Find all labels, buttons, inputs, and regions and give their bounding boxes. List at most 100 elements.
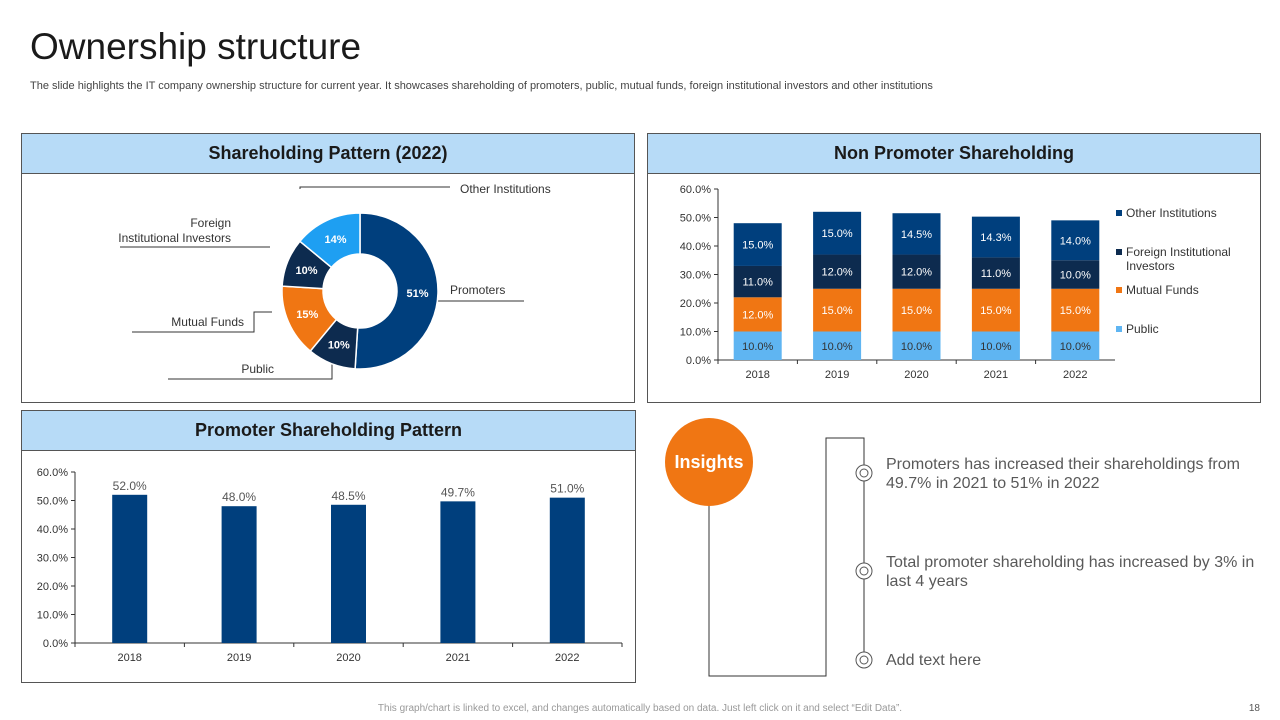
stack-bar-public-2019[interactable] bbox=[813, 331, 862, 361]
promoter-bar-2021[interactable] bbox=[440, 501, 476, 643]
footer-note: This graph/chart is linked to excel, and… bbox=[377, 703, 903, 714]
legend-label-other-institutions: Other Institutions bbox=[1126, 206, 1217, 220]
legend-swatch-foreign-institutional-investors bbox=[1116, 249, 1122, 255]
non-promoter-stacked-chart[interactable]: 0.0% 10.0% 20.0% 30.0% 40.0% 50.0% 60.0% 10.0% 1… bbox=[648, 174, 1260, 402]
stack-bar-foreign-institutional-investors-2018[interactable] bbox=[733, 265, 782, 298]
stack-bar-mutual-funds-2021[interactable] bbox=[971, 288, 1020, 332]
stack-label-other-institutions-2022: 14.0% bbox=[1060, 235, 1091, 247]
insight-bullet-3 bbox=[855, 651, 873, 669]
stack-bar-foreign-institutional-investors-2020[interactable] bbox=[892, 254, 941, 289]
promoter-value-2019: 48.0% bbox=[222, 490, 256, 504]
pie-value-other-institutions: 14% bbox=[325, 234, 347, 246]
stack-y-tick-label: 20.0% bbox=[680, 298, 711, 310]
leader-public bbox=[168, 359, 333, 380]
promoter-y-tick-label: 20.0% bbox=[37, 581, 68, 593]
page-number: 18 bbox=[1248, 703, 1260, 714]
legend-swatch-other-institutions bbox=[1116, 210, 1122, 216]
stack-label-other-institutions-2018: 15.0% bbox=[742, 240, 773, 252]
stack-bar-other-institutions-2021[interactable] bbox=[971, 216, 1020, 258]
non-promoter-title: Non Promoter Shareholding bbox=[648, 134, 1260, 174]
stack-bar-mutual-funds-2020[interactable] bbox=[892, 288, 941, 332]
promoter-bar-2022[interactable] bbox=[549, 497, 585, 643]
promoter-bar-chart[interactable]: 0.0% 10.0% 20.0% 30.0% 40.0% 50.0% 60.0% 52.0% 2… bbox=[22, 451, 635, 682]
stack-bar-public-2018[interactable] bbox=[733, 331, 782, 361]
stack-x-label: 2018 bbox=[745, 369, 769, 381]
stack-bar-other-institutions-2019[interactable] bbox=[813, 211, 862, 255]
page-subtitle: The slide highlights the IT company owne… bbox=[30, 80, 933, 92]
promoter-bar-2019[interactable] bbox=[221, 506, 257, 643]
promoter-value-2021: 49.7% bbox=[441, 485, 475, 499]
stack-label-public-2019: 10.0% bbox=[821, 341, 852, 353]
stack-y-tick-label: 10.0% bbox=[680, 327, 711, 339]
pie-label-public: Public bbox=[241, 362, 274, 376]
stack-bar-public-2021[interactable] bbox=[971, 331, 1020, 361]
insight-text-1: Promoters has increased their shareholdi… bbox=[886, 456, 1240, 492]
stack-y-tick-label: 60.0% bbox=[680, 184, 711, 196]
pie-slice-other-institutions[interactable] bbox=[298, 212, 361, 269]
leader-mutual-funds bbox=[132, 311, 272, 333]
stack-label-mutual-funds-2021: 15.0% bbox=[980, 305, 1011, 317]
stack-bar-other-institutions-2020[interactable] bbox=[892, 213, 941, 255]
page-title: Ownership structure bbox=[30, 26, 362, 67]
stack-bar-public-2022[interactable] bbox=[1051, 331, 1100, 361]
stack-label-other-institutions-2019: 15.0% bbox=[821, 228, 852, 240]
stack-bar-other-institutions-2022[interactable] bbox=[1051, 220, 1100, 261]
stack-bar-foreign-institutional-investors-2022[interactable] bbox=[1051, 260, 1100, 289]
pie-value-mutual-funds: 15% bbox=[296, 309, 318, 321]
stack-label-public-2022: 10.0% bbox=[1060, 341, 1091, 353]
stack-bar-foreign-institutional-investors-2019[interactable] bbox=[813, 254, 862, 289]
stack-label-mutual-funds-2018: 12.0% bbox=[742, 309, 773, 321]
legend-label-mutual-funds: Mutual Funds bbox=[1126, 283, 1199, 297]
stack-label-foreign-institutional-investors-2018: 11.0% bbox=[743, 277, 774, 289]
insights-badge-label: Insights bbox=[674, 451, 744, 472]
insight-text-2: Total promoter shareholding has increase… bbox=[886, 554, 1255, 590]
insights-badge: Insights bbox=[665, 418, 753, 506]
shareholding-pattern-panel: Shareholding Pattern (2022) 51% 10% 15% 10%… bbox=[21, 133, 635, 403]
stack-x-label: 2022 bbox=[1063, 369, 1087, 381]
stack-x-label: 2021 bbox=[984, 369, 1008, 381]
legend-label-public: Public bbox=[1126, 322, 1159, 336]
promoter-x-label: 2022 bbox=[555, 652, 579, 664]
pie-label-other-institutions: Other Institutions bbox=[460, 182, 551, 196]
promoter-x-label: 2020 bbox=[336, 652, 360, 664]
stack-y-tick-label: 0.0% bbox=[686, 355, 711, 367]
pie-value-foreign-institutional-investors: 10% bbox=[296, 265, 318, 277]
stack-label-foreign-institutional-investors-2020: 12.0% bbox=[901, 267, 932, 279]
promoter-value-2018: 52.0% bbox=[113, 479, 147, 493]
stack-label-mutual-funds-2020: 15.0% bbox=[901, 305, 932, 317]
promoter-y-tick-label: 50.0% bbox=[37, 496, 68, 508]
stack-bar-mutual-funds-2022[interactable] bbox=[1051, 288, 1100, 332]
promoter-x-label: 2019 bbox=[227, 652, 251, 664]
promoter-bar-2018[interactable] bbox=[112, 494, 148, 643]
insight-bullet-2 bbox=[855, 562, 873, 580]
stack-bar-foreign-institutional-investors-2021[interactable] bbox=[971, 257, 1020, 289]
legend-swatch-mutual-funds bbox=[1116, 287, 1122, 293]
stack-bar-mutual-funds-2018[interactable] bbox=[733, 297, 782, 332]
stack-label-foreign-institutional-investors-2022: 10.0% bbox=[1060, 270, 1091, 282]
legend-swatch-public bbox=[1116, 326, 1122, 332]
promoter-panel: Promoter Shareholding Pattern 0.0% 10.0% 2… bbox=[21, 410, 636, 683]
stack-label-other-institutions-2021: 14.3% bbox=[980, 232, 1011, 244]
stack-label-foreign-institutional-investors-2021: 11.0% bbox=[981, 268, 1012, 280]
stack-label-foreign-institutional-investors-2019: 12.0% bbox=[821, 267, 852, 279]
promoter-y-tick-label: 10.0% bbox=[37, 610, 68, 622]
pie-slice-promoters[interactable] bbox=[354, 212, 439, 370]
promoter-x-label: 2021 bbox=[446, 652, 470, 664]
promoter-y-tick-label: 30.0% bbox=[37, 553, 68, 565]
stack-bar-other-institutions-2018[interactable] bbox=[733, 223, 782, 266]
pie-value-promoters: 51% bbox=[406, 288, 428, 300]
stack-x-label: 2020 bbox=[904, 369, 928, 381]
promoter-bar-2020[interactable] bbox=[331, 504, 366, 643]
shareholding-donut-chart[interactable]: 51% 10% 15% 10% 14% Other Institutions Promo… bbox=[22, 174, 634, 402]
stack-bar-public-2020[interactable] bbox=[892, 331, 941, 361]
stack-label-mutual-funds-2022: 15.0% bbox=[1060, 305, 1091, 317]
leader-other-institutions bbox=[299, 186, 450, 189]
stack-bar-mutual-funds-2019[interactable] bbox=[813, 288, 862, 332]
pie-label-fii-line1: Foreign bbox=[190, 216, 231, 230]
promoter-y-tick-label: 40.0% bbox=[37, 524, 68, 536]
stack-label-public-2021: 10.0% bbox=[980, 341, 1011, 353]
promoter-x-label: 2018 bbox=[117, 652, 141, 664]
insight-bullet-1 bbox=[855, 464, 873, 482]
promoter-title: Promoter Shareholding Pattern bbox=[22, 411, 635, 451]
shareholding-pattern-title: Shareholding Pattern (2022) bbox=[22, 134, 634, 174]
